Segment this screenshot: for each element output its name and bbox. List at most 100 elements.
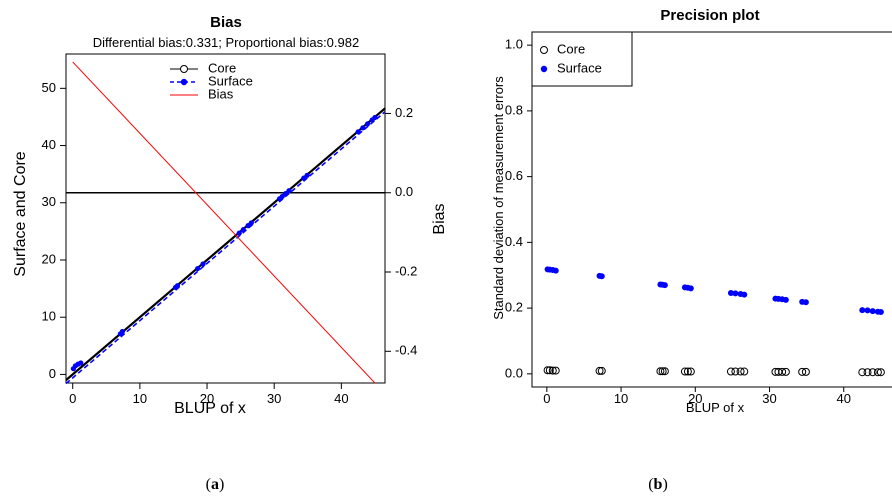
bias-chart-y2-tick-label: -0.4 <box>395 343 417 358</box>
precision-chart-core-point <box>597 366 606 375</box>
precision-legend-core-marker <box>540 46 548 54</box>
bias-chart-y2label: Bias <box>431 203 448 234</box>
precision-chart-core-point <box>543 366 552 375</box>
precision-chart-surface-point <box>782 296 789 303</box>
bias-chart-surface-point <box>240 227 246 233</box>
precision-chart-core-point <box>551 366 560 375</box>
precision-chart-core-point <box>548 366 557 375</box>
bias-chart-surface-point <box>195 265 201 272</box>
bias-chart-surface-point <box>355 129 361 135</box>
precision-chart-core-point <box>660 367 669 376</box>
bias-chart-x-tick-label: 30 <box>267 391 281 406</box>
precision-chart-core-point <box>683 367 692 376</box>
bias-chart-subtitle: Differential bias:0.331; Proportional bi… <box>93 35 359 50</box>
precision-chart-core-point <box>658 367 667 376</box>
legend-surface-label: Surface <box>208 73 253 88</box>
precision-chart-core-point <box>680 367 689 376</box>
precision-chart-core-point <box>873 368 882 377</box>
bias-chart-surface-point <box>119 328 126 335</box>
precision-chart-core-point <box>801 367 810 376</box>
legend-surface-marker <box>180 78 188 86</box>
bias-chart-y-tick-label: 40 <box>42 137 56 152</box>
bias-chart-surface-point <box>236 230 242 236</box>
bias-chart-surface-point <box>360 125 366 131</box>
bias-chart-plot-frame <box>65 53 386 384</box>
precision-chart-y-tick-label: 1.0 <box>505 37 523 52</box>
bias-chart-surface-point <box>174 283 181 289</box>
precision-chart-y-tick-label: 0.6 <box>505 168 523 183</box>
caption-b: (b) <box>648 476 668 493</box>
bias-chart-surface-line <box>65 111 386 385</box>
precision-chart-x-tick-label: 40 <box>837 391 851 406</box>
precision-chart-surface-point <box>877 309 884 316</box>
precision-chart-surface-point <box>687 285 694 292</box>
bias-chart-bias-line <box>72 61 376 384</box>
bias-chart-surface-point <box>200 261 206 267</box>
caption-a: (a) <box>206 476 225 493</box>
bias-chart-y-tick-label: 0 <box>49 366 56 381</box>
bias-chart-surface-point <box>248 220 254 226</box>
bias-chart: Bias Differential bias:0.331; Proportion… <box>12 14 448 417</box>
precision-chart-core-point <box>736 367 745 376</box>
precision-chart-surface-point <box>859 307 866 314</box>
precision-chart-y-tick-label: 0.0 <box>505 365 523 380</box>
precision-chart-surface-point <box>741 291 748 298</box>
svg-text:(a): (a) <box>206 476 225 493</box>
precision-legend-frame <box>531 31 633 87</box>
precision-chart-surface-point <box>552 267 559 274</box>
precision-chart-y-tick-label: 0.4 <box>505 234 523 249</box>
precision-chart-core-point <box>686 367 695 376</box>
legend-bias-label: Bias <box>208 86 234 101</box>
bias-chart-xlabel: BLUP of x <box>174 400 246 417</box>
bias-chart-y-tick-label: 30 <box>42 194 56 209</box>
svg-text:(b): (b) <box>648 476 668 493</box>
precision-chart-core-point <box>868 368 877 377</box>
precision-chart-surface-point <box>864 307 871 314</box>
bias-chart-surface-point <box>372 114 378 121</box>
precision-chart-core-point <box>740 367 749 376</box>
caption-a-letter: a <box>211 476 219 493</box>
bias-chart-surface-point <box>286 188 292 194</box>
precision-chart-y-tick-label: 0.8 <box>505 102 523 117</box>
bias-chart-y2-tick-label: 0.2 <box>395 105 413 120</box>
precision-chart-x-tick-label: 10 <box>614 391 628 406</box>
bias-chart-x-tick-label: 20 <box>200 391 214 406</box>
bias-chart-x-tick-label: 40 <box>334 391 348 406</box>
precision-chart-plot-frame <box>531 31 892 388</box>
precision-chart-xlabel: BLUP of x <box>686 400 745 415</box>
precision-legend-surface-marker <box>540 65 548 73</box>
caption-b-letter: b <box>654 476 663 493</box>
precision-legend-core-label: Core <box>557 41 585 56</box>
precision-chart: Precision plot BLUP of x Standard deviat… <box>491 7 892 415</box>
precision-legend-surface-label: Surface <box>557 60 602 75</box>
bias-chart-surface-point <box>364 121 371 127</box>
bias-chart-x-tick-label: 0 <box>69 391 76 406</box>
precision-chart-surface-point <box>727 289 734 296</box>
bias-chart-y2-tick-label: -0.2 <box>395 263 417 278</box>
legend-core-marker <box>180 65 188 73</box>
precision-chart-surface-point <box>869 308 876 315</box>
precision-chart-x-tick-label: 0 <box>543 391 550 406</box>
bias-chart-ylabel: Surface and Core <box>12 151 29 277</box>
bias-chart-core-line <box>65 107 386 381</box>
precision-chart-core-point <box>726 367 735 376</box>
precision-chart-core-point <box>545 366 554 375</box>
precision-chart-core-point <box>595 366 604 375</box>
precision-chart-title: Precision plot <box>660 7 759 24</box>
precision-chart-surface-point <box>732 290 739 297</box>
bias-chart-y2-tick-label: 0.0 <box>395 184 413 199</box>
precision-chart-core-point <box>858 368 867 377</box>
precision-chart-legend: Core Surface <box>531 31 633 87</box>
precision-chart-surface-point <box>802 299 809 306</box>
precision-chart-ylabel: Standard deviation of measurement errors <box>491 76 506 320</box>
bias-chart-surface-point <box>304 172 310 178</box>
precision-chart-x-tick-label: 20 <box>688 391 702 406</box>
bias-chart-y-tick-label: 10 <box>42 309 56 324</box>
bias-chart-title: Bias <box>210 14 242 31</box>
precision-chart-surface-point <box>661 282 668 289</box>
precision-chart-x-tick-label: 30 <box>762 391 776 406</box>
bias-chart-surface-point <box>78 360 84 366</box>
bias-chart-y-tick-label: 50 <box>42 80 56 95</box>
